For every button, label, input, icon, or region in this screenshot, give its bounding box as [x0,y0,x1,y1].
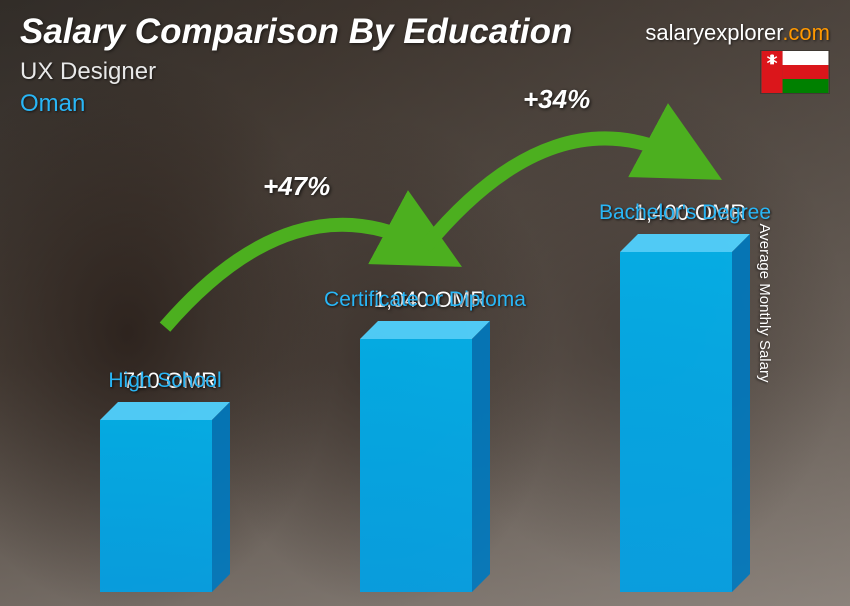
bar-chart: 710 OMR High School 1,040 OMR Certificat… [40,132,790,592]
bar-side-face [472,321,490,592]
bar-front-face [360,339,472,592]
flag-oman [760,50,830,94]
bar-group: 710 OMR High School [90,362,240,592]
watermark: salaryexplorer.com [645,20,830,46]
arrow-path [425,138,685,247]
bar-front-face [100,420,212,592]
bar-side-face [732,234,750,592]
chart-subtitle: UX Designer [20,58,830,86]
flag-green-band [783,79,829,93]
bar-category-label: High School [55,368,275,393]
chart-location: Oman [20,90,830,118]
bar-side-face [212,402,230,592]
watermark-accent: .com [782,20,830,45]
flag-white-band [783,51,829,65]
flag-red-band [783,65,829,79]
bar-3d: 710 OMR [100,362,230,592]
y-axis-label: Average Monthly Salary [756,224,773,383]
watermark-main: salaryexplorer [645,20,782,45]
percent-increase-label: +47% [263,171,330,202]
bar-top-face [100,402,230,420]
bar-front-face [620,252,732,592]
